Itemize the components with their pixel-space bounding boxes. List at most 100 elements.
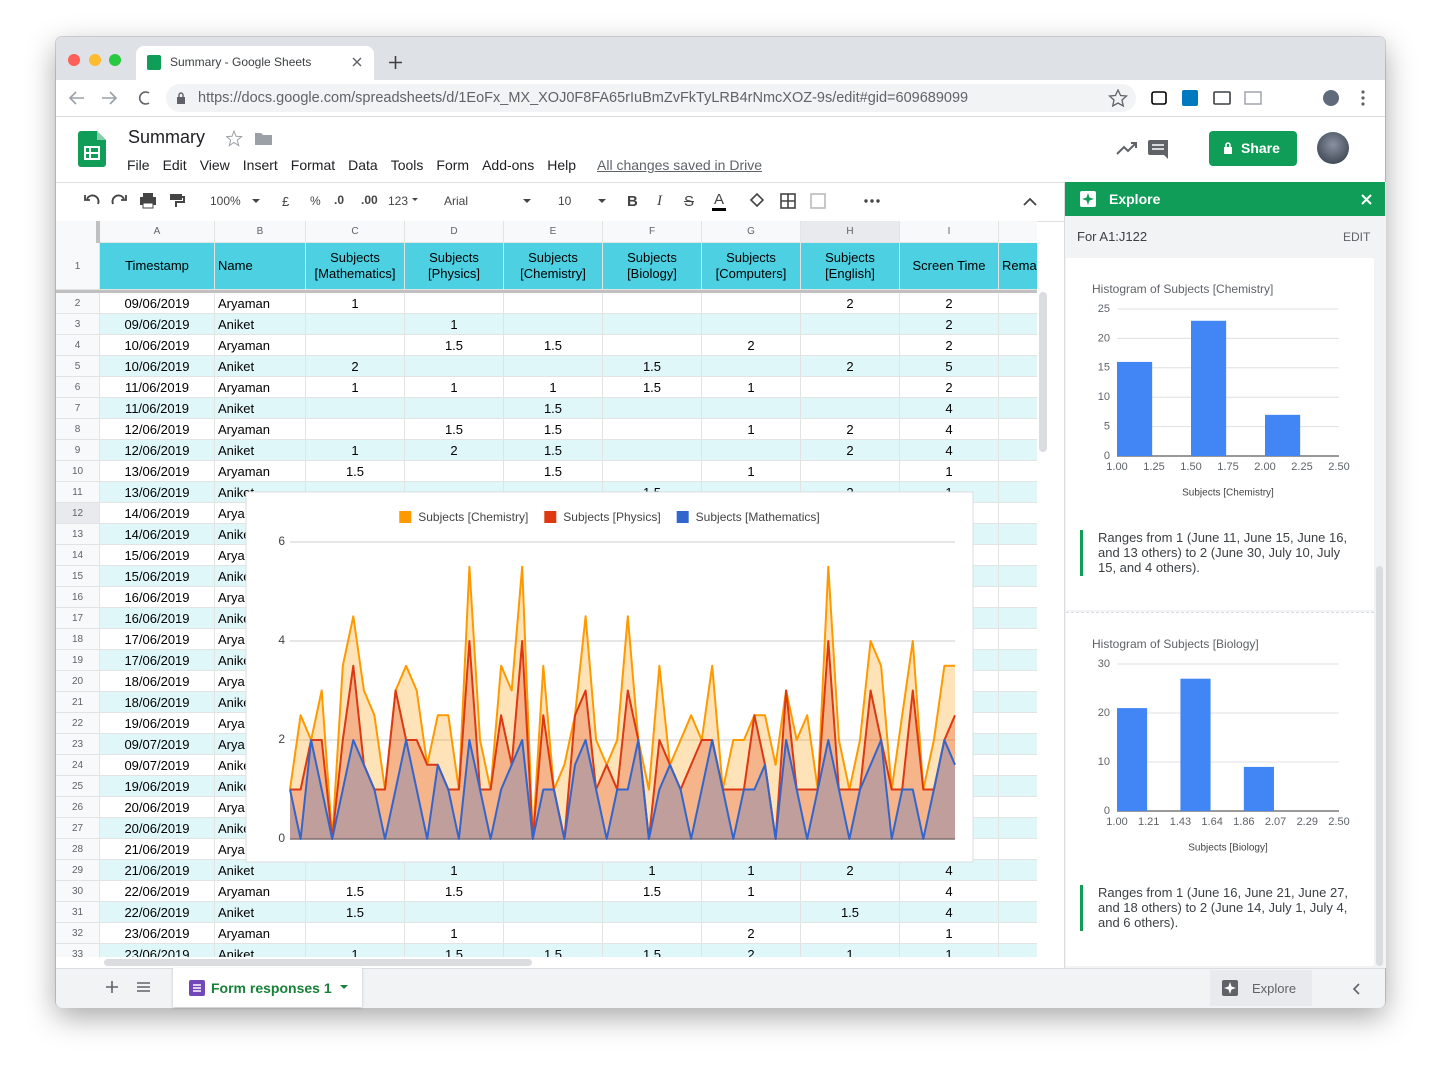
column-letter[interactable]: C (306, 221, 405, 243)
cell (405, 713, 504, 734)
column-letter[interactable]: I (900, 221, 999, 243)
menu-item[interactable]: Data (348, 157, 378, 175)
column-letter[interactable]: G (702, 221, 801, 243)
cell: 2 (702, 923, 801, 944)
menu-item[interactable]: Help (547, 157, 576, 175)
text-color[interactable]: A (712, 192, 726, 211)
row-number[interactable]: 18 (56, 629, 100, 650)
row-number[interactable]: 26 (56, 797, 100, 818)
row-number[interactable]: 1 (56, 243, 100, 290)
cell (702, 797, 801, 818)
sheet-tab-label[interactable]: Form responses 1 (211, 981, 332, 995)
row-number[interactable]: 17 (56, 608, 100, 629)
bold[interactable]: B (627, 194, 638, 209)
row-number[interactable]: 30 (56, 881, 100, 902)
column-letter[interactable]: D (405, 221, 504, 243)
menu-item[interactable]: Tools (391, 157, 424, 175)
cell: 10/06/2019 (100, 335, 215, 356)
row-number[interactable]: 9 (56, 440, 100, 461)
row-number[interactable]: 15 (56, 566, 100, 587)
menu-item[interactable]: Edit (163, 157, 187, 175)
row-number[interactable]: 23 (56, 734, 100, 755)
minimize-dot[interactable] (89, 54, 101, 66)
menu-item[interactable]: File (127, 157, 150, 175)
row-number[interactable]: 12 (56, 503, 100, 524)
cell: 1 (504, 377, 603, 398)
tab-close[interactable] (352, 57, 362, 67)
horizontal-scrollbar[interactable] (104, 959, 532, 966)
row-number[interactable]: 24 (56, 755, 100, 776)
header-icons[interactable] (1116, 138, 1172, 160)
new-tab[interactable] (389, 56, 402, 69)
row-number[interactable]: 3 (56, 314, 100, 335)
row-number[interactable]: 31 (56, 902, 100, 923)
vertical-scrollbar[interactable] (1039, 292, 1047, 452)
row-number[interactable]: 10 (56, 461, 100, 482)
panel-scrollbar[interactable] (1376, 566, 1383, 966)
menu-item[interactable]: View (200, 157, 230, 175)
explore-button-label[interactable]: Explore (1252, 982, 1296, 995)
header-cell: Subjects [English] (801, 243, 900, 290)
explore-edit[interactable]: EDIT (1343, 231, 1370, 243)
menu-item[interactable]: Format (291, 157, 335, 175)
row-number[interactable]: 16 (56, 587, 100, 608)
strikethrough[interactable]: S (684, 194, 694, 209)
zoom[interactable]: 100% (210, 195, 241, 207)
nav-buttons[interactable] (68, 89, 158, 107)
explore-close[interactable] (1361, 194, 1372, 205)
undo-redo-print-paint[interactable] (82, 191, 192, 211)
cell (900, 839, 999, 860)
avatar[interactable] (1317, 132, 1349, 164)
row-number[interactable]: 21 (56, 692, 100, 713)
row-number[interactable]: 7 (56, 398, 100, 419)
row-number[interactable]: 8 (56, 419, 100, 440)
row-number[interactable]: 19 (56, 650, 100, 671)
italic[interactable]: I (657, 194, 662, 209)
menu-item[interactable]: Add-ons (482, 157, 534, 175)
save-status[interactable]: All changes saved in Drive (597, 157, 762, 175)
row-number[interactable]: 4 (56, 335, 100, 356)
doc-title[interactable]: Summary (128, 128, 205, 146)
row-number[interactable]: 5 (56, 356, 100, 377)
menu-item[interactable]: Form (436, 157, 469, 175)
cell (999, 524, 1037, 545)
cell (801, 923, 900, 944)
close-dot[interactable] (68, 54, 80, 66)
column-letter[interactable]: B (215, 221, 306, 243)
cell: 2 (801, 482, 900, 503)
sheet-tab-arrow[interactable] (339, 984, 349, 990)
row-number[interactable]: 25 (56, 776, 100, 797)
row-number[interactable]: 6 (56, 377, 100, 398)
column-letter[interactable]: F (603, 221, 702, 243)
row-number[interactable]: 2 (56, 293, 100, 314)
cell (306, 566, 405, 587)
cell: 5 (900, 356, 999, 377)
cell (900, 818, 999, 839)
share-label[interactable]: Share (1241, 141, 1280, 155)
row-number[interactable]: 22 (56, 713, 100, 734)
row-number[interactable]: 14 (56, 545, 100, 566)
zoom-dot[interactable] (109, 54, 121, 66)
toolbar-icons[interactable] (748, 191, 1043, 211)
cell (603, 776, 702, 797)
footer-icons[interactable] (105, 980, 151, 996)
row-number[interactable]: 28 (56, 839, 100, 860)
title-icons[interactable] (226, 130, 276, 148)
column-letter[interactable]: H (801, 221, 900, 243)
collapse-arrow[interactable] (1352, 983, 1360, 995)
tab-favicon (147, 55, 161, 70)
row-number[interactable]: 33 (56, 944, 100, 957)
column-letter[interactable]: A (100, 221, 215, 243)
cell: 1.5 (603, 881, 702, 902)
row-number[interactable]: 20 (56, 671, 100, 692)
cell (702, 545, 801, 566)
row-number[interactable]: 27 (56, 818, 100, 839)
row-number[interactable]: 29 (56, 860, 100, 881)
url[interactable]: https://docs.google.com/spreadsheets/d/1… (198, 91, 968, 106)
row-number[interactable]: 11 (56, 482, 100, 503)
column-letter[interactable]: E (504, 221, 603, 243)
menu-item[interactable]: Insert (243, 157, 278, 175)
row-number[interactable]: 32 (56, 923, 100, 944)
row-number[interactable]: 13 (56, 524, 100, 545)
extension-icons[interactable] (1108, 89, 1378, 107)
